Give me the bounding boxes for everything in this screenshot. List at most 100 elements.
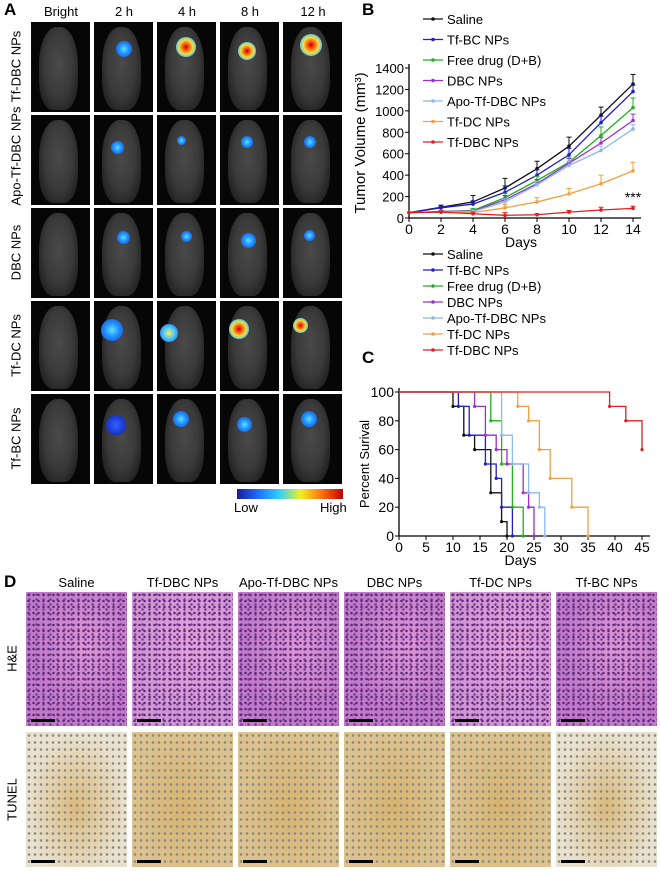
mouse-image	[283, 208, 342, 298]
mouse-image	[157, 22, 216, 112]
fluorescence-signal	[172, 411, 189, 428]
censor-marker	[505, 462, 509, 466]
data-point	[631, 89, 635, 94]
fluorescence-signal	[176, 37, 197, 58]
mouse-body	[102, 27, 142, 111]
x-axis-label: Days	[505, 234, 537, 250]
fluorescence-signal	[111, 140, 125, 154]
x-tick-label: 0	[405, 221, 413, 237]
fluorescence-signal	[240, 136, 253, 148]
censor-marker	[527, 419, 531, 423]
y-axis-label: Tumor Volume (mm³)	[355, 72, 369, 213]
legend-label: Tf-BC NPs	[447, 33, 510, 48]
legend-label: Tf-DBC NPs	[447, 343, 519, 358]
survival-curve	[399, 391, 643, 450]
fluorescence-signal	[303, 136, 316, 148]
row-label: Tf-DBC NPs	[8, 30, 24, 103]
data-point	[471, 202, 475, 206]
tunel-stain-image	[450, 732, 551, 867]
he-stain-image	[344, 592, 445, 726]
panel-b-label: B	[362, 0, 375, 19]
censor-marker	[516, 404, 520, 408]
censor-marker	[640, 448, 644, 452]
y-tick-label: 800	[382, 125, 404, 140]
data-point	[599, 141, 603, 145]
data-point	[439, 206, 443, 210]
censor-marker	[527, 491, 531, 495]
data-point	[567, 163, 571, 168]
fluorescence-signal	[304, 229, 316, 241]
column-header: Bright	[44, 4, 78, 19]
row-label: Tf-DC NPs	[8, 314, 24, 377]
fluorescence-signal	[177, 135, 187, 145]
censor-marker	[451, 404, 455, 408]
legend-label: Free drug (D+B)	[447, 279, 541, 294]
series-line	[408, 91, 634, 214]
fluorescence-signal	[117, 231, 130, 245]
mouse-image	[220, 208, 279, 298]
row-label: Apo-Tf-DBC NPs	[8, 106, 24, 206]
he-stain-image	[238, 592, 339, 726]
scale-bar	[243, 860, 267, 863]
x-tick-label: 35	[580, 539, 596, 555]
survival-curve	[399, 391, 524, 536]
data-point	[567, 144, 571, 149]
censor-marker	[532, 534, 536, 538]
data-point	[599, 133, 603, 138]
significance-annotation: ***	[625, 189, 642, 205]
y-tick-label: 60	[378, 442, 394, 458]
tunel-stain-image	[26, 732, 127, 867]
x-tick-label: 10	[561, 221, 577, 237]
legend-label: Tf-DC NPs	[447, 115, 510, 130]
data-point	[631, 105, 635, 110]
fluorescence-signal	[240, 232, 256, 248]
mouse-body	[228, 306, 268, 390]
mouse-body	[228, 213, 268, 297]
legend-marker	[431, 140, 435, 144]
row-label: H&E	[4, 645, 20, 672]
survival-chart: 0 5 10 15 20 25 30 35 40 45 0 20 40 60 80 100 Days Percen…	[357, 247, 650, 568]
data-point	[567, 152, 571, 157]
y-tick-label: 1400	[375, 61, 404, 76]
x-tick-label: 20	[499, 539, 515, 555]
scale-bar	[137, 860, 161, 863]
fluorescence-signal	[229, 318, 250, 339]
mouse-body	[165, 213, 205, 297]
y-tick-label: 200	[382, 190, 404, 205]
legend-marker	[431, 119, 435, 124]
y-tick-label: 0	[397, 211, 404, 226]
censor-marker	[543, 534, 547, 538]
censor-marker	[500, 505, 504, 509]
mouse-image	[94, 394, 153, 484]
legend-label: Tf-DBC NPs	[447, 135, 519, 150]
mouse-image	[31, 394, 90, 484]
fluorescence-signal	[300, 411, 317, 428]
censor-marker	[500, 520, 504, 524]
censor-marker	[570, 505, 574, 509]
tunel-stain-image	[344, 732, 445, 867]
x-tick-label: 2	[437, 221, 445, 237]
series-line	[408, 207, 634, 216]
legend-label: DBC NPs	[447, 295, 503, 310]
column-header: 8 h	[240, 4, 260, 19]
he-stain-image	[26, 592, 127, 726]
scale-bar	[455, 860, 479, 863]
x-tick-label: 6	[501, 221, 509, 237]
mouse-body	[228, 27, 268, 111]
scale-bar	[561, 719, 585, 722]
survival-curve	[399, 391, 514, 536]
x-tick-label: 25	[526, 539, 542, 555]
data-point	[567, 192, 571, 196]
legend-marker	[431, 268, 435, 272]
column-header: 2 h	[114, 4, 134, 19]
censor-marker	[521, 491, 525, 495]
y-axis-label: Percent Surival	[357, 420, 372, 508]
mouse-image	[283, 301, 342, 391]
mouse-image	[31, 22, 90, 112]
scale-bar	[455, 719, 479, 722]
data-point	[471, 211, 475, 216]
panel-c-label: C	[362, 348, 375, 367]
mouse-image	[220, 394, 279, 484]
censor-marker	[489, 419, 493, 423]
mouse-image	[157, 115, 216, 205]
